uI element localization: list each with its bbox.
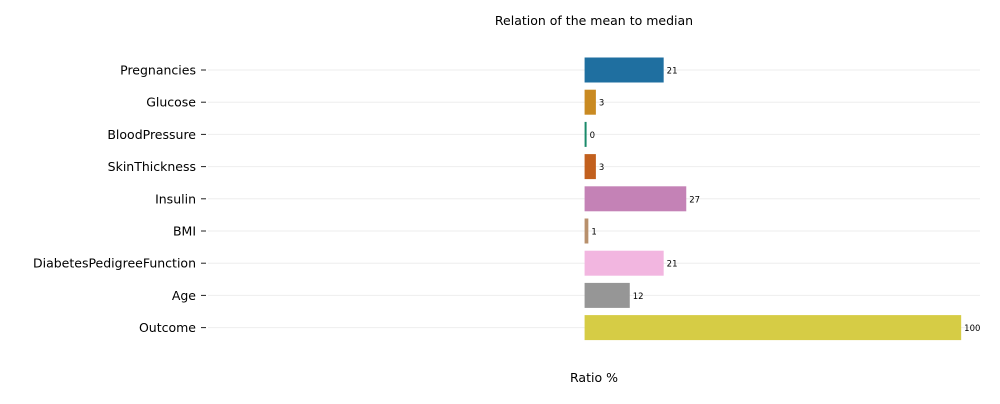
bar-value-label: 21 [667, 67, 678, 77]
bar [584, 315, 962, 341]
x-axis-label: Ratio % [570, 370, 618, 385]
bar [584, 282, 630, 308]
bar [584, 218, 589, 244]
bar [584, 57, 664, 83]
y-ticks: Pregnancies Glucose BloodPressure SkinThick… [33, 63, 206, 335]
bar-value-label: 21 [667, 260, 678, 270]
bar-value-label: 0 [590, 131, 595, 141]
bar-value-label: 3 [599, 163, 604, 173]
bar [584, 186, 687, 212]
bar-value-label: 3 [599, 99, 604, 109]
data-labels: 21 3 0 3 27 1 21 12 100 [590, 67, 981, 335]
y-tick-label: Pregnancies [120, 63, 196, 78]
chart-title: Relation of the mean to median [495, 13, 693, 28]
bar [584, 89, 596, 115]
bar [584, 121, 587, 147]
bar-value-label: 1 [591, 228, 596, 238]
bar-value-label: 100 [964, 324, 980, 334]
bar [584, 154, 596, 180]
y-tick-label: Insulin [155, 191, 196, 206]
y-tick-label: SkinThickness [108, 159, 196, 174]
bar-value-label: 27 [689, 195, 700, 205]
y-tick-label: DiabetesPedigreeFunction [33, 256, 196, 271]
bar-value-label: 12 [633, 292, 644, 302]
y-tick-label: Age [172, 288, 196, 303]
y-tick-label: Outcome [139, 320, 196, 335]
y-tick-label: BMI [173, 224, 196, 239]
bar [584, 250, 664, 276]
y-tick-label: Glucose [146, 95, 196, 110]
bars [584, 57, 962, 341]
y-tick-label: BloodPressure [107, 127, 196, 142]
